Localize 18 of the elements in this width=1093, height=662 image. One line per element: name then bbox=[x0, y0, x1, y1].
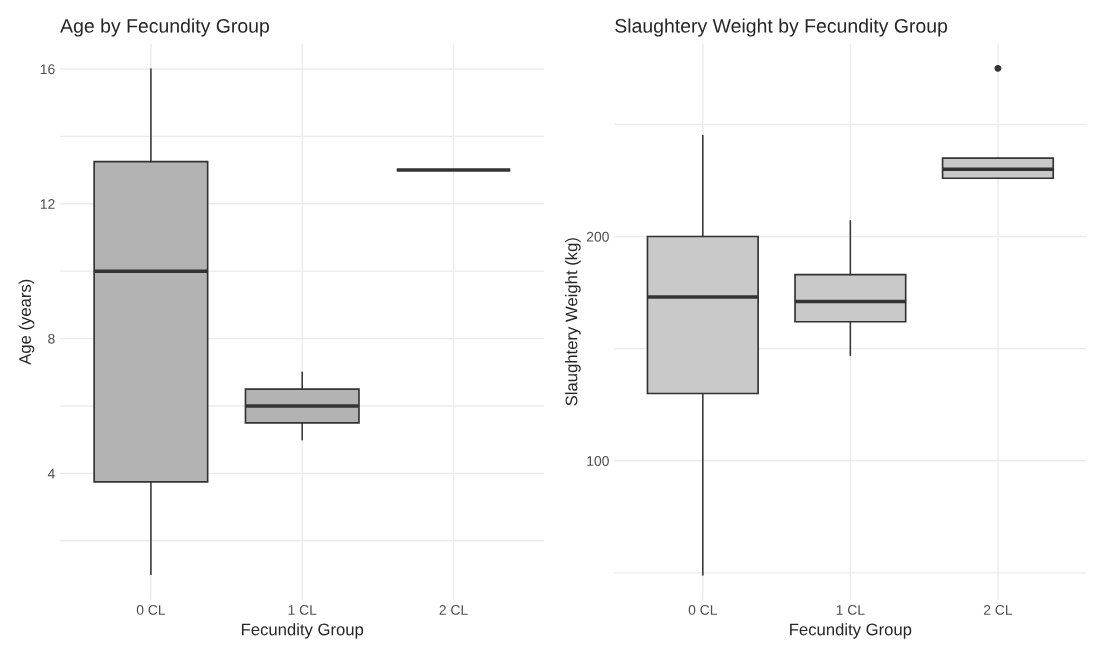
y-tick-label: 8 bbox=[48, 333, 55, 344]
y-tick-label: 12 bbox=[40, 199, 55, 209]
y-tick-label: 200 bbox=[586, 231, 609, 242]
x-tick-label: 1 CL bbox=[288, 605, 317, 615]
chart-title: Slaughtery Weight by Fecundity Group bbox=[615, 18, 948, 37]
y-tick-label: 4 bbox=[47, 468, 55, 479]
x-tick-label: 0 CL bbox=[688, 605, 718, 615]
y-tick-label: 16 bbox=[40, 64, 55, 75]
y-axis-title: Age (years) bbox=[18, 279, 35, 365]
x-tick-label: 2 CL bbox=[439, 605, 468, 615]
x-tick-label: 1 CL bbox=[836, 605, 865, 615]
x-tick-label: 2 CL bbox=[983, 605, 1013, 615]
x-tick-label: 0 CL bbox=[136, 605, 166, 615]
chart-title: Age by Fecundity Group bbox=[60, 18, 269, 37]
x-axis-title: Fecundity Group bbox=[790, 623, 912, 639]
y-axis-title: Slaughtery Weight (kg) bbox=[565, 238, 581, 406]
x-axis-title: Fecundity Group bbox=[241, 623, 364, 639]
y-tick-label: 100 bbox=[587, 456, 609, 466]
